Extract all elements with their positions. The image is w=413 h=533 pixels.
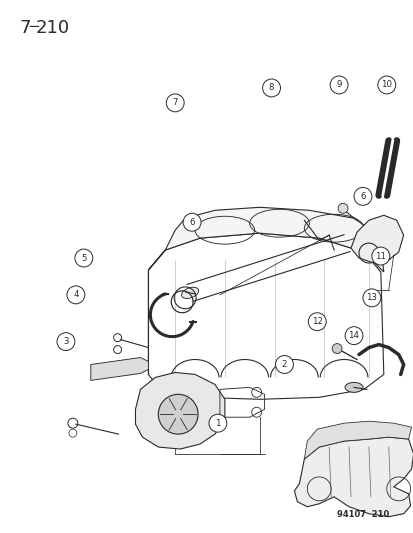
Circle shape bbox=[344, 327, 362, 345]
Circle shape bbox=[308, 313, 325, 330]
Text: 6: 6 bbox=[359, 192, 365, 201]
Circle shape bbox=[57, 333, 75, 351]
Circle shape bbox=[275, 356, 293, 374]
Polygon shape bbox=[350, 215, 403, 263]
Circle shape bbox=[209, 414, 226, 432]
Circle shape bbox=[377, 76, 395, 94]
Text: 7: 7 bbox=[19, 19, 31, 37]
Circle shape bbox=[371, 247, 389, 265]
Ellipse shape bbox=[181, 287, 198, 298]
Polygon shape bbox=[135, 373, 224, 449]
Text: 6: 6 bbox=[189, 218, 195, 227]
Text: 7: 7 bbox=[172, 99, 178, 107]
Circle shape bbox=[158, 394, 197, 434]
Polygon shape bbox=[294, 437, 413, 516]
Text: 8: 8 bbox=[268, 84, 274, 92]
Polygon shape bbox=[304, 421, 411, 459]
Text: 3: 3 bbox=[63, 337, 69, 346]
Text: 1: 1 bbox=[215, 419, 220, 427]
Polygon shape bbox=[90, 358, 148, 381]
Circle shape bbox=[353, 188, 371, 205]
Text: −: − bbox=[27, 19, 40, 34]
Text: 11: 11 bbox=[375, 252, 385, 261]
Text: 4: 4 bbox=[73, 290, 78, 300]
Text: 9: 9 bbox=[336, 80, 341, 90]
Ellipse shape bbox=[344, 382, 362, 392]
Circle shape bbox=[337, 203, 347, 213]
Circle shape bbox=[67, 286, 85, 304]
Text: 5: 5 bbox=[81, 254, 86, 263]
Circle shape bbox=[262, 79, 280, 97]
Text: 10: 10 bbox=[380, 80, 392, 90]
Circle shape bbox=[330, 76, 347, 94]
Circle shape bbox=[362, 289, 380, 307]
Text: 14: 14 bbox=[348, 331, 358, 340]
Circle shape bbox=[331, 344, 341, 353]
Circle shape bbox=[75, 249, 93, 267]
Text: 2: 2 bbox=[281, 360, 287, 369]
Circle shape bbox=[183, 213, 201, 231]
Text: 12: 12 bbox=[311, 317, 322, 326]
Text: 94107  210: 94107 210 bbox=[336, 510, 388, 519]
Circle shape bbox=[166, 94, 184, 112]
Text: 13: 13 bbox=[366, 293, 377, 302]
Text: 210: 210 bbox=[35, 19, 69, 37]
Polygon shape bbox=[148, 207, 383, 272]
